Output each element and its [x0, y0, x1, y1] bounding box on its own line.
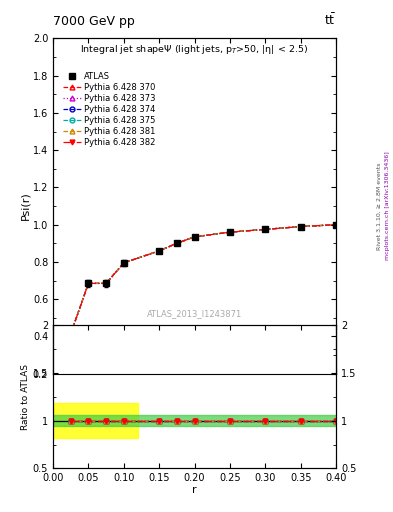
Pythia 6.428 381	[104, 281, 108, 287]
Pythia 6.428 370	[174, 240, 179, 246]
Pythia 6.428 370	[157, 248, 162, 254]
Pythia 6.428 373	[192, 234, 197, 240]
Pythia 6.428 375	[298, 224, 303, 230]
Pythia 6.428 382	[192, 234, 197, 240]
Pythia 6.428 370	[228, 229, 232, 235]
Text: 7000 GeV pp: 7000 GeV pp	[53, 15, 135, 28]
Pythia 6.428 381	[174, 240, 179, 246]
Pythia 6.428 374	[68, 331, 73, 337]
Pythia 6.428 374	[174, 240, 179, 246]
Line: Pythia 6.428 375: Pythia 6.428 375	[68, 222, 338, 336]
Pythia 6.428 373	[298, 224, 303, 230]
Pythia 6.428 382	[157, 248, 162, 254]
Text: mcplots.cern.ch [arXiv:1306.3436]: mcplots.cern.ch [arXiv:1306.3436]	[385, 152, 389, 261]
Text: Integral jet shapeΨ (light jets, p$_T$>50, |η| < 2.5): Integral jet shapeΨ (light jets, p$_T$>5…	[81, 44, 309, 56]
Pythia 6.428 382	[68, 331, 73, 337]
Line: Pythia 6.428 381: Pythia 6.428 381	[68, 222, 338, 336]
Pythia 6.428 381	[334, 222, 338, 228]
Text: ATLAS_2013_I1243871: ATLAS_2013_I1243871	[147, 309, 242, 318]
Line: Pythia 6.428 374: Pythia 6.428 374	[68, 222, 338, 336]
Pythia 6.428 373	[68, 331, 73, 337]
Line: Pythia 6.428 382: Pythia 6.428 382	[68, 222, 338, 336]
Pythia 6.428 373	[174, 240, 179, 246]
Pythia 6.428 381	[157, 248, 162, 254]
Pythia 6.428 370	[104, 281, 108, 287]
Pythia 6.428 370	[263, 226, 268, 232]
Pythia 6.428 373	[263, 226, 268, 232]
Pythia 6.428 370	[334, 222, 338, 228]
Pythia 6.428 373	[334, 222, 338, 228]
Pythia 6.428 374	[104, 281, 108, 287]
Y-axis label: Ratio to ATLAS: Ratio to ATLAS	[21, 364, 30, 430]
Bar	[53, 403, 138, 438]
Pythia 6.428 374	[298, 224, 303, 230]
Pythia 6.428 374	[334, 222, 338, 228]
Pythia 6.428 381	[228, 229, 232, 235]
Pythia 6.428 375	[228, 229, 232, 235]
Pythia 6.428 375	[157, 248, 162, 254]
Pythia 6.428 375	[121, 260, 126, 266]
Pythia 6.428 375	[192, 234, 197, 240]
Legend: ATLAS, Pythia 6.428 370, Pythia 6.428 373, Pythia 6.428 374, Pythia 6.428 375, P: ATLAS, Pythia 6.428 370, Pythia 6.428 37…	[60, 70, 158, 150]
Y-axis label: Psi(r): Psi(r)	[20, 191, 30, 221]
Pythia 6.428 382	[104, 281, 108, 287]
Pythia 6.428 381	[263, 226, 268, 232]
Pythia 6.428 374	[86, 281, 91, 287]
Pythia 6.428 370	[298, 224, 303, 230]
Pythia 6.428 373	[157, 248, 162, 254]
Pythia 6.428 382	[174, 240, 179, 246]
Pythia 6.428 375	[68, 331, 73, 337]
Pythia 6.428 381	[86, 281, 91, 287]
Line: Pythia 6.428 370: Pythia 6.428 370	[68, 222, 338, 336]
Pythia 6.428 382	[121, 260, 126, 266]
Pythia 6.428 374	[121, 260, 126, 266]
Bar	[53, 415, 336, 426]
X-axis label: r: r	[192, 485, 197, 495]
Pythia 6.428 373	[228, 229, 232, 235]
Pythia 6.428 375	[86, 281, 91, 287]
Text: Rivet 3.1.10, ≥ 2.8M events: Rivet 3.1.10, ≥ 2.8M events	[377, 162, 382, 250]
Pythia 6.428 381	[68, 331, 73, 337]
Pythia 6.428 381	[192, 234, 197, 240]
Pythia 6.428 382	[86, 281, 91, 287]
Pythia 6.428 382	[263, 226, 268, 232]
Pythia 6.428 370	[192, 234, 197, 240]
Pythia 6.428 375	[174, 240, 179, 246]
Line: Pythia 6.428 373: Pythia 6.428 373	[68, 222, 338, 336]
Text: t$\bar{\mathrm{t}}$: t$\bar{\mathrm{t}}$	[324, 13, 336, 28]
Pythia 6.428 375	[334, 222, 338, 228]
Pythia 6.428 374	[192, 234, 197, 240]
Pythia 6.428 375	[104, 281, 108, 287]
Pythia 6.428 370	[86, 281, 91, 287]
Pythia 6.428 370	[68, 331, 73, 337]
Pythia 6.428 374	[157, 248, 162, 254]
Pythia 6.428 374	[228, 229, 232, 235]
Pythia 6.428 370	[121, 260, 126, 266]
Pythia 6.428 382	[334, 222, 338, 228]
Pythia 6.428 381	[121, 260, 126, 266]
Pythia 6.428 374	[263, 226, 268, 232]
Pythia 6.428 373	[121, 260, 126, 266]
Pythia 6.428 373	[104, 281, 108, 287]
Pythia 6.428 375	[263, 226, 268, 232]
Pythia 6.428 381	[298, 224, 303, 230]
Pythia 6.428 382	[298, 224, 303, 230]
Pythia 6.428 373	[86, 281, 91, 287]
Pythia 6.428 382	[228, 229, 232, 235]
